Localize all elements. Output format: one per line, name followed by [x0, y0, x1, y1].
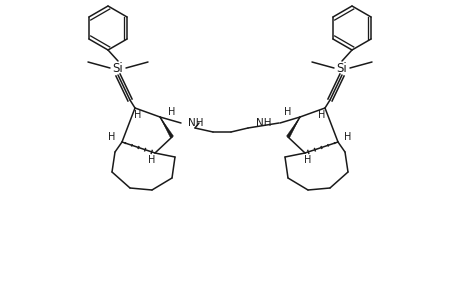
Text: H: H [344, 132, 351, 142]
Text: H: H [318, 110, 325, 120]
Text: H: H [304, 155, 311, 165]
Text: H: H [168, 107, 175, 117]
Text: H: H [148, 155, 155, 165]
Polygon shape [286, 117, 299, 138]
Text: H: H [284, 107, 291, 117]
Polygon shape [160, 117, 173, 138]
Text: H: H [108, 132, 115, 142]
Text: H: H [134, 110, 141, 120]
Text: Si: Si [336, 61, 347, 74]
Text: NH: NH [188, 118, 203, 128]
Text: NH: NH [256, 118, 271, 128]
Text: Si: Si [112, 61, 123, 74]
